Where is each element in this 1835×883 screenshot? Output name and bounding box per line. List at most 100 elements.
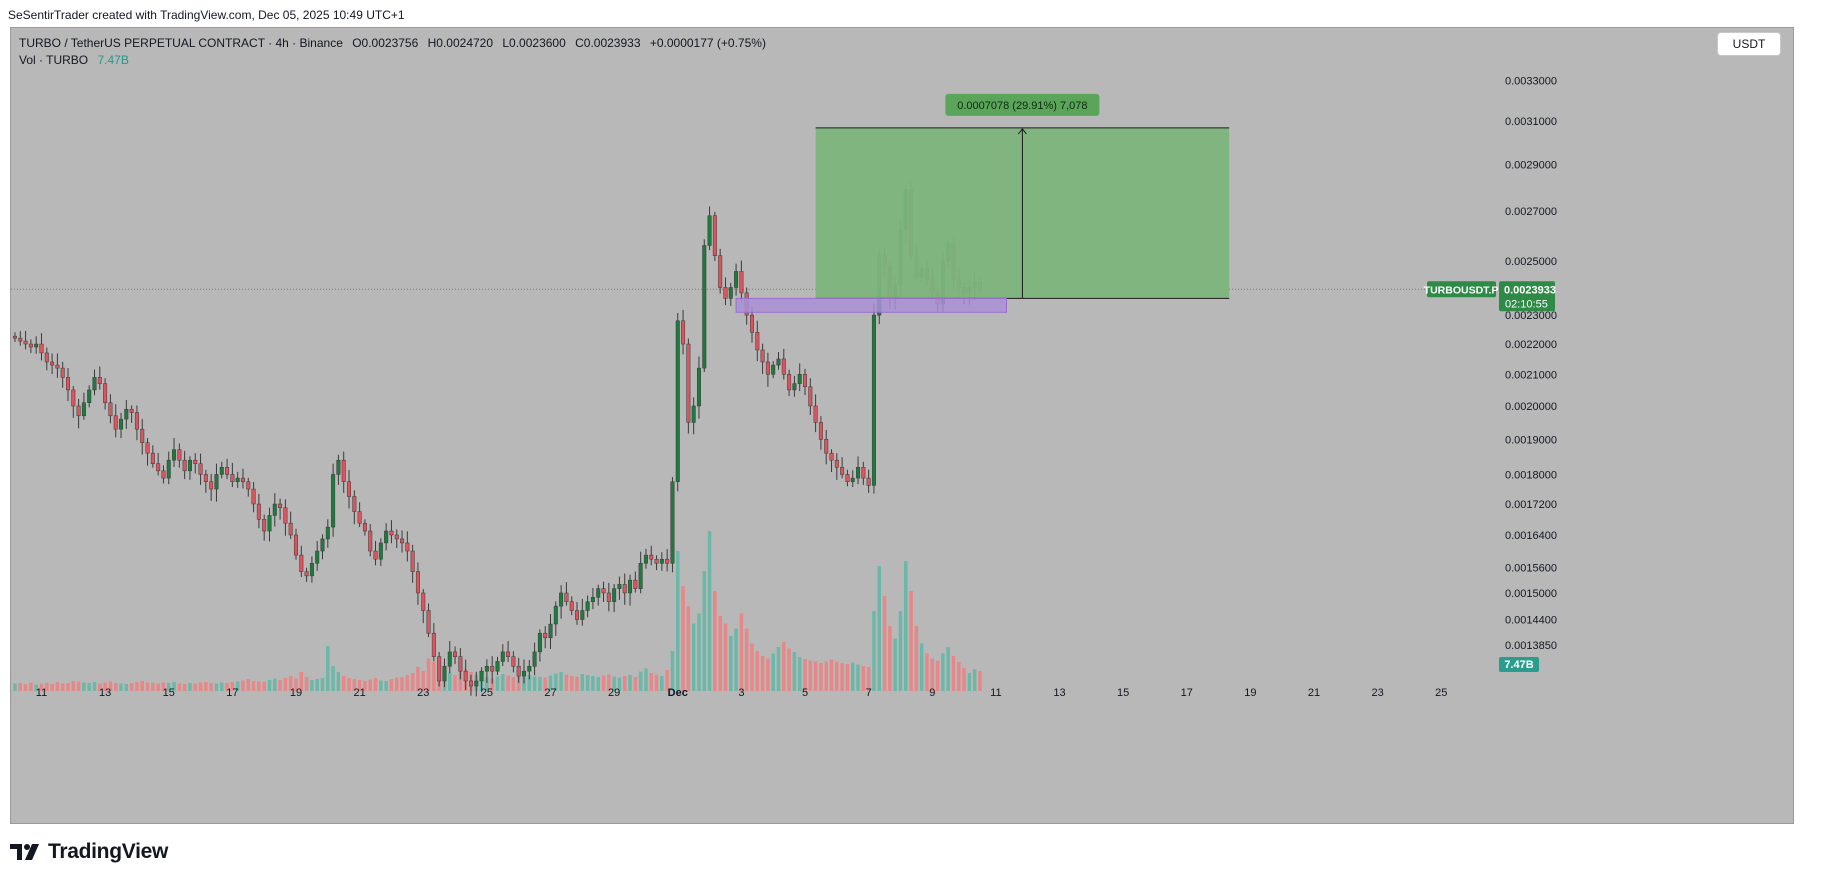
time-axis[interactable]: 11 13 15 17 19 21 23 25 27 29 Dec 3 5 7 9 11 13 15 17 19 21 2… xyxy=(36,687,1448,699)
candle-body xyxy=(400,538,405,544)
tradingview-logo[interactable]: TradingView xyxy=(10,840,168,864)
candle xyxy=(665,549,670,572)
volume-bar xyxy=(845,664,850,691)
candle-body xyxy=(166,459,171,479)
candle-body xyxy=(87,389,92,403)
candle-body xyxy=(129,408,134,413)
volume-bar xyxy=(638,671,643,691)
candle-body xyxy=(659,558,664,564)
candle xyxy=(421,589,426,624)
volume-bar xyxy=(39,683,44,691)
candle xyxy=(712,211,717,262)
candle-body xyxy=(235,477,240,482)
candle xyxy=(18,331,23,346)
candle-body xyxy=(81,402,86,417)
volume-bar xyxy=(527,675,532,691)
candle-body xyxy=(108,402,113,417)
candle xyxy=(352,490,357,525)
candle-body xyxy=(840,467,845,475)
time-tick-label: 15 xyxy=(1117,687,1129,699)
volume-bar xyxy=(543,677,547,691)
candle xyxy=(532,642,537,676)
candle-body xyxy=(553,605,558,625)
time-tick-label: 23 xyxy=(1372,687,1384,699)
candle xyxy=(675,313,680,492)
candle xyxy=(357,502,362,528)
candle-body xyxy=(352,496,357,512)
candle-body xyxy=(564,592,569,602)
volume-bar xyxy=(914,626,919,691)
candle xyxy=(55,353,60,378)
candle xyxy=(225,458,230,480)
candle xyxy=(755,320,760,362)
candle-body xyxy=(824,439,829,454)
candle xyxy=(209,473,214,501)
candle-body xyxy=(797,374,802,384)
volume-bar xyxy=(490,678,494,691)
volume-badge: 7.47B xyxy=(1504,659,1533,671)
candle-body xyxy=(675,320,680,482)
volume-bar xyxy=(55,682,60,691)
candle xyxy=(39,333,44,361)
candle-body xyxy=(649,554,654,560)
high-value: H0.0024720 xyxy=(427,36,494,50)
candle xyxy=(760,343,765,374)
candle-body xyxy=(686,343,691,423)
volume-bar xyxy=(601,675,606,691)
volume-bar xyxy=(394,677,399,691)
price-chart-svg[interactable]: 0.0007078 (29.91%) 7,078 0.0033000 0.0031… xyxy=(11,28,1793,823)
volume-bar xyxy=(665,670,669,691)
volume-bar xyxy=(172,682,176,691)
candle xyxy=(659,552,664,571)
volume-bar xyxy=(787,648,791,691)
candle xyxy=(140,419,145,455)
candle xyxy=(71,386,76,418)
candle-body xyxy=(373,550,378,560)
volume-bar xyxy=(569,676,574,691)
volume-bar xyxy=(416,667,420,691)
volume-bar xyxy=(654,674,659,691)
candle-body xyxy=(834,459,839,468)
candle xyxy=(453,646,458,665)
candle-body xyxy=(421,592,426,611)
candle xyxy=(633,571,638,593)
price-axis[interactable]: 0.0033000 0.0031000 0.0029000 0.0027000 0.00… xyxy=(1505,75,1557,651)
candle xyxy=(484,659,489,684)
candle xyxy=(622,573,627,605)
symbol-title[interactable]: TURBO / TetherUS PERPETUAL CONTRACT · 4h… xyxy=(19,36,343,50)
candle-body xyxy=(871,314,876,486)
candle-body xyxy=(55,364,60,369)
volume-label[interactable]: Vol · TURBO xyxy=(19,53,89,67)
candle xyxy=(119,412,124,439)
candle xyxy=(628,574,633,606)
volume-bar xyxy=(808,660,813,691)
time-tick-label: 15 xyxy=(163,687,175,699)
candle xyxy=(113,404,118,438)
candle xyxy=(230,462,235,488)
price-tick-label: 0.0018000 xyxy=(1505,469,1557,481)
candle xyxy=(521,659,526,684)
volume-bar xyxy=(124,684,129,691)
volume-bar xyxy=(76,681,81,691)
candle-body xyxy=(315,550,320,564)
time-tick-label: 17 xyxy=(1181,687,1193,699)
candle xyxy=(575,602,580,625)
candle-body xyxy=(336,459,341,475)
candle-body xyxy=(643,554,648,564)
position-drawings[interactable]: 0.0007078 (29.91%) 7,078 xyxy=(735,93,1230,313)
volume-bar xyxy=(156,683,160,691)
chart-area[interactable]: 0.0007078 (29.91%) 7,078 0.0033000 0.0031… xyxy=(10,27,1794,824)
candle-body xyxy=(612,588,617,602)
volume-bar xyxy=(580,674,585,691)
candle-body xyxy=(601,588,606,594)
candle-body xyxy=(569,601,574,611)
volume-bar xyxy=(220,682,224,691)
candle xyxy=(617,576,622,600)
volume-bar xyxy=(304,677,309,691)
brand-name: TradingView xyxy=(48,840,169,863)
price-tick-label: 0.0021000 xyxy=(1505,369,1557,381)
currency-button[interactable]: USDT xyxy=(1717,32,1781,56)
candle-body xyxy=(792,383,797,391)
candle xyxy=(479,667,484,693)
candle xyxy=(124,399,129,429)
